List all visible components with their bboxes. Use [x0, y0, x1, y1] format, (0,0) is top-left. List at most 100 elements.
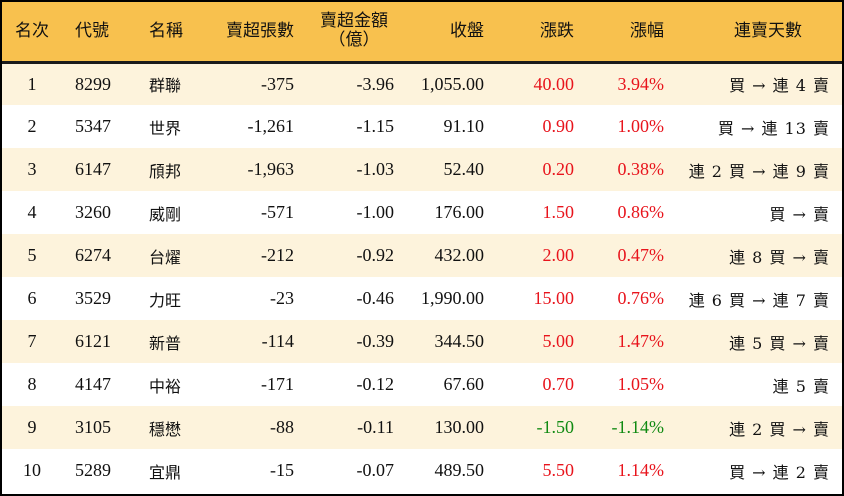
cell-change: 5.00: [542, 331, 575, 351]
cell-close: 91.10: [443, 116, 485, 136]
cell-rank: 4: [27, 202, 37, 222]
cell-change: 2.00: [542, 245, 575, 265]
table-row: 1 8299 群聯 -375 -3.96 1,055.00 40.00 3.94…: [2, 62, 842, 105]
cell-code: 5289: [75, 460, 111, 480]
cell-net-sell-lots: -375: [261, 73, 294, 94]
cell-net-sell-amount: -1.03: [356, 159, 395, 179]
cell-rank: 1: [27, 73, 37, 94]
header-streak: 連賣天數: [664, 2, 842, 64]
header-net-sell-amount: 賣超金額 （億）: [294, 2, 394, 64]
cell-close: 176.00: [434, 202, 485, 222]
cell-net-sell-lots: -1,261: [247, 116, 295, 136]
cell-streak: 連 5 賣: [772, 376, 830, 396]
cell-change-pct: 0.47%: [617, 245, 665, 265]
cell-streak: 買 → 連 13 賣: [717, 118, 830, 138]
cell-net-sell-amount: -1.00: [356, 202, 395, 222]
cell-net-sell-lots: -15: [270, 460, 294, 480]
cell-close: 52.40: [443, 159, 485, 179]
cell-rank: 5: [27, 245, 37, 265]
header-code: 代號: [62, 2, 134, 64]
cell-change-pct: -1.14%: [611, 417, 665, 437]
cell-code: 6274: [75, 245, 111, 265]
cell-close: 1,990.00: [421, 288, 484, 308]
cell-close: 432.00: [434, 245, 485, 265]
cell-close: 130.00: [434, 417, 485, 437]
cell-rank: 7: [27, 331, 37, 351]
cell-change-pct: 1.00%: [617, 116, 665, 136]
cell-close: 67.60: [443, 374, 485, 394]
cell-streak: 連 2 買 → 連 9 賣: [688, 161, 830, 181]
cell-change: 0.90: [542, 116, 575, 136]
table-row: 4 3260 威剛 -571 -1.00 176.00 1.50 0.86% 買…: [2, 191, 842, 234]
table-row: 2 5347 世界 -1,261 -1.15 91.10 0.90 1.00% …: [2, 105, 842, 148]
cell-name: 台燿: [149, 247, 182, 267]
cell-name: 力旺: [149, 290, 182, 310]
cell-code: 6147: [75, 159, 111, 179]
cell-name: 威剛: [149, 204, 182, 224]
cell-net-sell-amount: -0.12: [356, 374, 395, 394]
cell-change-pct: 3.94%: [617, 73, 665, 94]
cell-name: 群聯: [149, 76, 182, 96]
cell-rank: 10: [23, 460, 41, 480]
cell-change-pct: 1.47%: [617, 331, 665, 351]
table-header-row: 名次 代號 名稱 賣超張數 賣超金額 （億） 收盤 漲跌 漲幅 連賣天數: [2, 2, 842, 64]
cell-net-sell-amount: -0.07: [356, 460, 395, 480]
cell-rank: 9: [27, 417, 37, 437]
cell-streak: 連 8 買 → 賣: [729, 247, 830, 267]
cell-rank: 3: [27, 159, 37, 179]
cell-code: 4147: [75, 374, 111, 394]
cell-name: 穩懋: [149, 419, 182, 439]
cell-streak: 連 6 買 → 連 7 賣: [688, 290, 830, 310]
table-body: 1 8299 群聯 -375 -3.96 1,055.00 40.00 3.94…: [2, 62, 842, 492]
cell-net-sell-lots: -23: [270, 288, 294, 308]
cell-net-sell-amount: -0.92: [356, 245, 395, 265]
cell-net-sell-amount: -0.11: [357, 417, 394, 437]
cell-name: 新普: [149, 333, 182, 353]
header-name: 名稱: [134, 2, 216, 64]
cell-streak: 買 → 連 2 賣: [729, 462, 830, 482]
table-row: 7 6121 新普 -114 -0.39 344.50 5.00 1.47% 連…: [2, 320, 842, 363]
table-row: 5 6274 台燿 -212 -0.92 432.00 2.00 0.47% 連…: [2, 234, 842, 277]
cell-change: 5.50: [542, 460, 575, 480]
cell-net-sell-lots: -171: [261, 374, 294, 394]
cell-change: 15.00: [533, 288, 575, 308]
cell-streak: 買 → 賣: [769, 204, 830, 224]
cell-rank: 8: [27, 374, 37, 394]
header-rank: 名次: [2, 2, 62, 64]
cell-rank: 6: [27, 288, 37, 308]
header-net-sell-amount-line1: 賣超金額: [320, 11, 388, 32]
cell-change: -1.50: [536, 417, 575, 437]
cell-change: 1.50: [542, 202, 575, 222]
cell-change-pct: 1.14%: [617, 460, 665, 480]
cell-net-sell-lots: -212: [261, 245, 294, 265]
cell-change-pct: 0.76%: [617, 288, 665, 308]
header-net-sell-amount-line2: （億）: [328, 30, 380, 51]
cell-streak: 買 → 連 4 賣: [729, 76, 830, 96]
table-row: 8 4147 中裕 -171 -0.12 67.60 0.70 1.05% 連 …: [2, 363, 842, 406]
cell-close: 489.50: [434, 460, 485, 480]
cell-net-sell-amount: -0.46: [356, 288, 395, 308]
cell-change-pct: 1.05%: [617, 374, 665, 394]
table-row: 6 3529 力旺 -23 -0.46 1,990.00 15.00 0.76%…: [2, 277, 842, 320]
cell-net-sell-lots: -571: [261, 202, 294, 222]
header-change: 漲跌: [484, 2, 574, 64]
header-net-sell-lots: 賣超張數: [216, 2, 294, 64]
table-row: 10 5289 宜鼎 -15 -0.07 489.50 5.50 1.14% 買…: [2, 449, 842, 492]
cell-code: 8299: [75, 73, 111, 94]
cell-streak: 連 5 買 → 賣: [729, 333, 830, 353]
cell-change-pct: 0.38%: [617, 159, 665, 179]
cell-net-sell-amount: -1.15: [356, 116, 395, 136]
cell-close: 344.50: [434, 331, 485, 351]
cell-name: 頎邦: [149, 161, 182, 181]
table-row: 9 3105 穩懋 -88 -0.11 130.00 -1.50 -1.14% …: [2, 406, 842, 449]
cell-change-pct: 0.86%: [617, 202, 665, 222]
cell-net-sell-lots: -1,963: [247, 159, 295, 179]
cell-code: 5347: [75, 116, 111, 136]
cell-streak: 連 2 買 → 賣: [729, 419, 830, 439]
cell-code: 3529: [75, 288, 111, 308]
cell-code: 3260: [75, 202, 111, 222]
cell-close: 1,055.00: [421, 73, 484, 94]
header-close: 收盤: [394, 2, 484, 64]
